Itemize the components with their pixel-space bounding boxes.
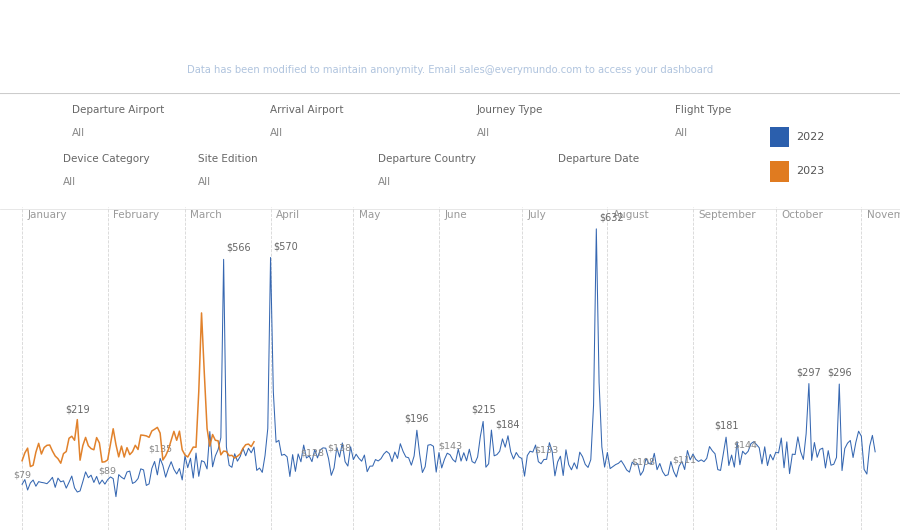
Text: $133: $133	[535, 446, 559, 455]
Text: $144: $144	[734, 440, 758, 449]
Text: Site Edition: Site Edition	[198, 154, 257, 164]
Text: $108: $108	[631, 457, 655, 466]
Text: $128: $128	[300, 448, 324, 457]
Text: February: February	[113, 210, 159, 220]
Text: All: All	[270, 128, 284, 138]
Text: $79: $79	[14, 471, 32, 480]
Text: $135: $135	[148, 445, 172, 454]
Text: $215: $215	[471, 405, 496, 415]
Text: $89: $89	[99, 466, 117, 475]
Text: October: October	[781, 210, 824, 220]
Text: March: March	[191, 210, 222, 220]
Text: $138: $138	[328, 444, 352, 453]
Text: All: All	[378, 176, 392, 187]
Text: April: April	[276, 210, 301, 220]
Text: August: August	[613, 210, 650, 220]
Text: Arrival Airport: Arrival Airport	[270, 105, 344, 115]
Text: $632: $632	[599, 213, 624, 223]
Text: November: November	[867, 210, 900, 220]
Text: All: All	[63, 176, 76, 187]
Text: 2023: 2023	[796, 166, 824, 176]
Text: All: All	[198, 176, 212, 187]
Text: $570: $570	[274, 241, 298, 251]
Text: $296: $296	[827, 368, 851, 377]
Text: Departure Country: Departure Country	[378, 154, 476, 164]
Text: May: May	[359, 210, 381, 220]
Text: January: January	[28, 210, 68, 220]
Text: Departure Airport: Departure Airport	[72, 105, 164, 115]
Text: $181: $181	[714, 421, 738, 431]
Text: Device Category: Device Category	[63, 154, 149, 164]
Text: $566: $566	[227, 243, 251, 253]
Text: Journey Type: Journey Type	[477, 105, 544, 115]
Text: All: All	[675, 128, 688, 138]
Text: Average Fare Trajectory: Average Fare Trajectory	[310, 20, 590, 40]
Text: Departure Date: Departure Date	[558, 154, 639, 164]
Text: September: September	[698, 210, 756, 220]
FancyBboxPatch shape	[770, 161, 789, 182]
Text: $111: $111	[672, 456, 697, 465]
Text: $143: $143	[438, 441, 462, 450]
Text: 2022: 2022	[796, 132, 825, 142]
FancyBboxPatch shape	[770, 127, 789, 147]
Text: $219: $219	[65, 404, 90, 414]
Text: $297: $297	[796, 367, 822, 377]
Text: $184: $184	[496, 419, 520, 429]
Text: All: All	[72, 128, 86, 138]
Text: July: July	[527, 210, 546, 220]
Text: $196: $196	[405, 414, 429, 424]
Text: Flight Type: Flight Type	[675, 105, 731, 115]
Text: All: All	[477, 128, 490, 138]
Text: Data has been modified to maintain anonymity. Email sales@everymundo.com to acce: Data has been modified to maintain anony…	[187, 65, 713, 75]
Text: June: June	[445, 210, 467, 220]
